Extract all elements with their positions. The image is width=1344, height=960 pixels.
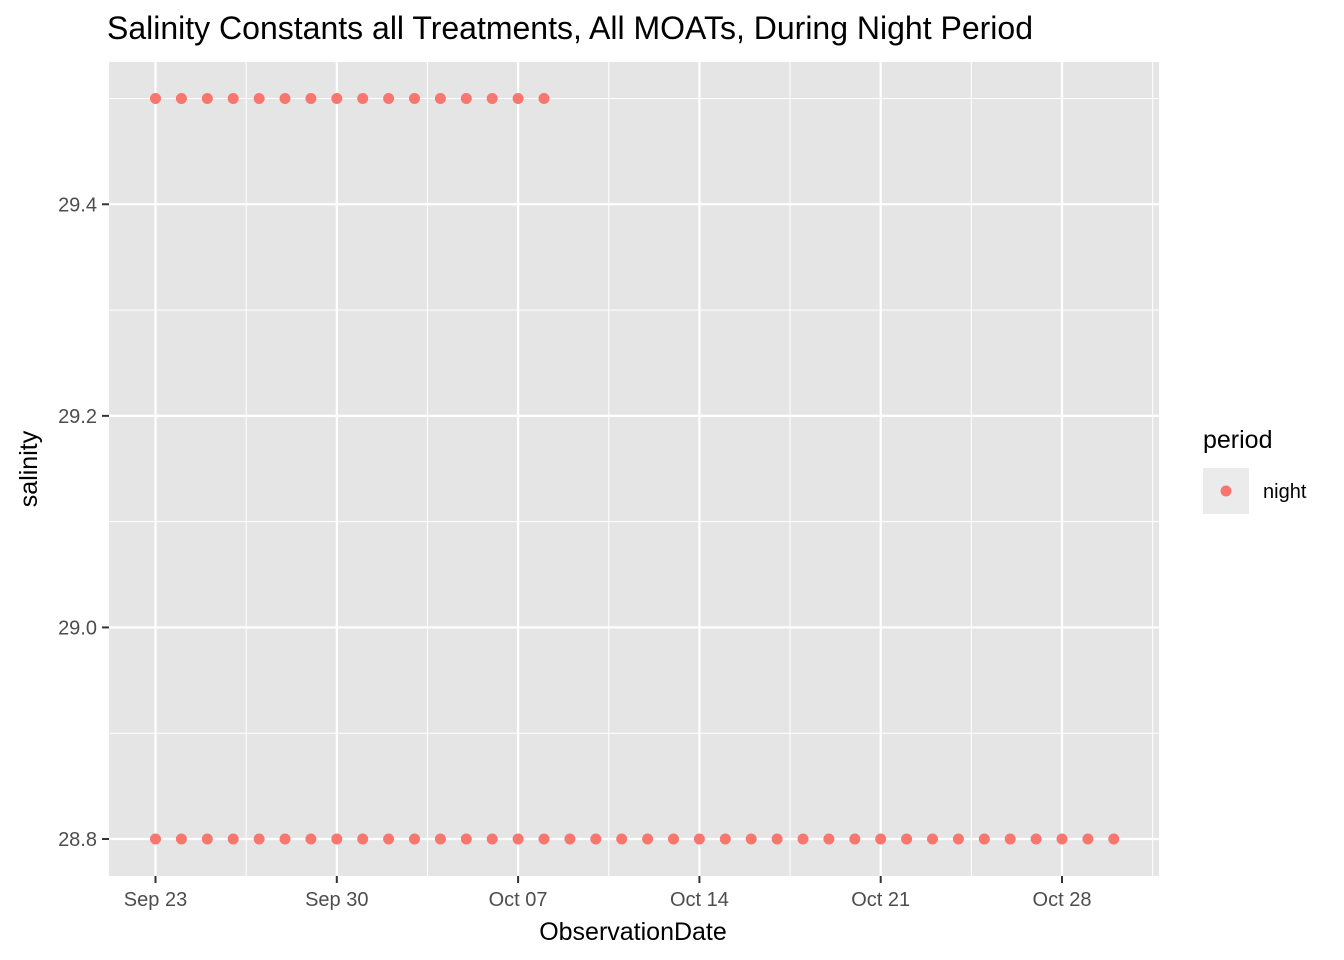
data-point	[460, 93, 472, 104]
data-point	[175, 833, 187, 845]
data-point	[383, 833, 395, 845]
data-point	[642, 833, 654, 845]
data-point	[952, 833, 964, 845]
y-tick-label: 29.2	[58, 406, 97, 428]
data-point	[227, 93, 239, 104]
data-point	[357, 93, 369, 104]
data-point	[409, 833, 420, 845]
data-point	[175, 93, 187, 104]
x-tick-label: Oct 21	[851, 889, 910, 911]
data-point	[305, 833, 317, 845]
data-point	[201, 93, 213, 104]
data-point	[564, 833, 576, 845]
data-point	[1056, 833, 1068, 845]
data-point	[486, 833, 498, 845]
data-point	[745, 833, 757, 845]
data-point	[357, 833, 369, 845]
data-point	[849, 833, 861, 845]
data-point	[693, 833, 705, 845]
y-tick-label: 29.4	[58, 194, 97, 216]
data-points	[150, 93, 1120, 845]
data-point	[590, 833, 602, 845]
data-point	[434, 833, 446, 845]
data-point	[486, 93, 498, 104]
data-point	[901, 833, 913, 845]
data-point	[719, 833, 731, 845]
data-point	[460, 833, 472, 845]
data-point	[201, 833, 213, 845]
data-point	[253, 93, 265, 104]
data-point	[305, 93, 317, 104]
data-point	[1108, 833, 1120, 845]
data-point	[383, 93, 395, 104]
data-point	[331, 93, 343, 104]
data-point	[616, 833, 628, 845]
data-point	[927, 833, 938, 845]
data-point	[797, 833, 809, 845]
legend-label-night: night	[1263, 481, 1307, 503]
data-point	[227, 833, 239, 845]
data-point	[1004, 833, 1016, 845]
y-axis-title: salinity	[15, 430, 43, 507]
data-point	[279, 833, 291, 845]
data-point	[253, 833, 265, 845]
data-point	[434, 93, 446, 104]
data-point	[150, 833, 161, 845]
y-axis: 28.8 29.0 29.2 29.4	[58, 194, 109, 851]
legend-title: period	[1203, 426, 1273, 454]
data-point	[1030, 833, 1042, 845]
plot-panel	[109, 62, 1159, 876]
data-point	[668, 833, 679, 845]
data-point	[978, 833, 990, 845]
x-tick-label: Sep 30	[305, 889, 368, 911]
data-point	[150, 93, 161, 104]
x-tick-label: Oct 07	[489, 889, 548, 911]
data-point	[1082, 833, 1094, 845]
y-tick-label: 28.8	[58, 829, 97, 851]
x-tick-label: Oct 14	[670, 889, 729, 911]
y-tick-label: 29.0	[58, 617, 97, 639]
data-point	[279, 93, 291, 104]
chart-title: Salinity Constants all Treatments, All M…	[107, 10, 1033, 46]
x-tick-label: Sep 23	[124, 889, 187, 911]
data-point	[512, 93, 524, 104]
data-point	[823, 833, 835, 845]
x-axis: Sep 23 Sep 30 Oct 07 Oct 14 Oct 21 Oct 28	[124, 876, 1092, 911]
legend-marker	[1220, 485, 1232, 497]
data-point	[875, 833, 887, 845]
data-point	[538, 833, 550, 845]
x-tick-label: Oct 28	[1033, 889, 1092, 911]
x-axis-title: ObservationDate	[539, 918, 727, 946]
data-point	[409, 93, 420, 104]
legend: period night	[1203, 426, 1307, 514]
data-point	[331, 833, 343, 845]
data-point	[512, 833, 524, 845]
data-point	[538, 93, 550, 104]
data-point	[771, 833, 783, 845]
